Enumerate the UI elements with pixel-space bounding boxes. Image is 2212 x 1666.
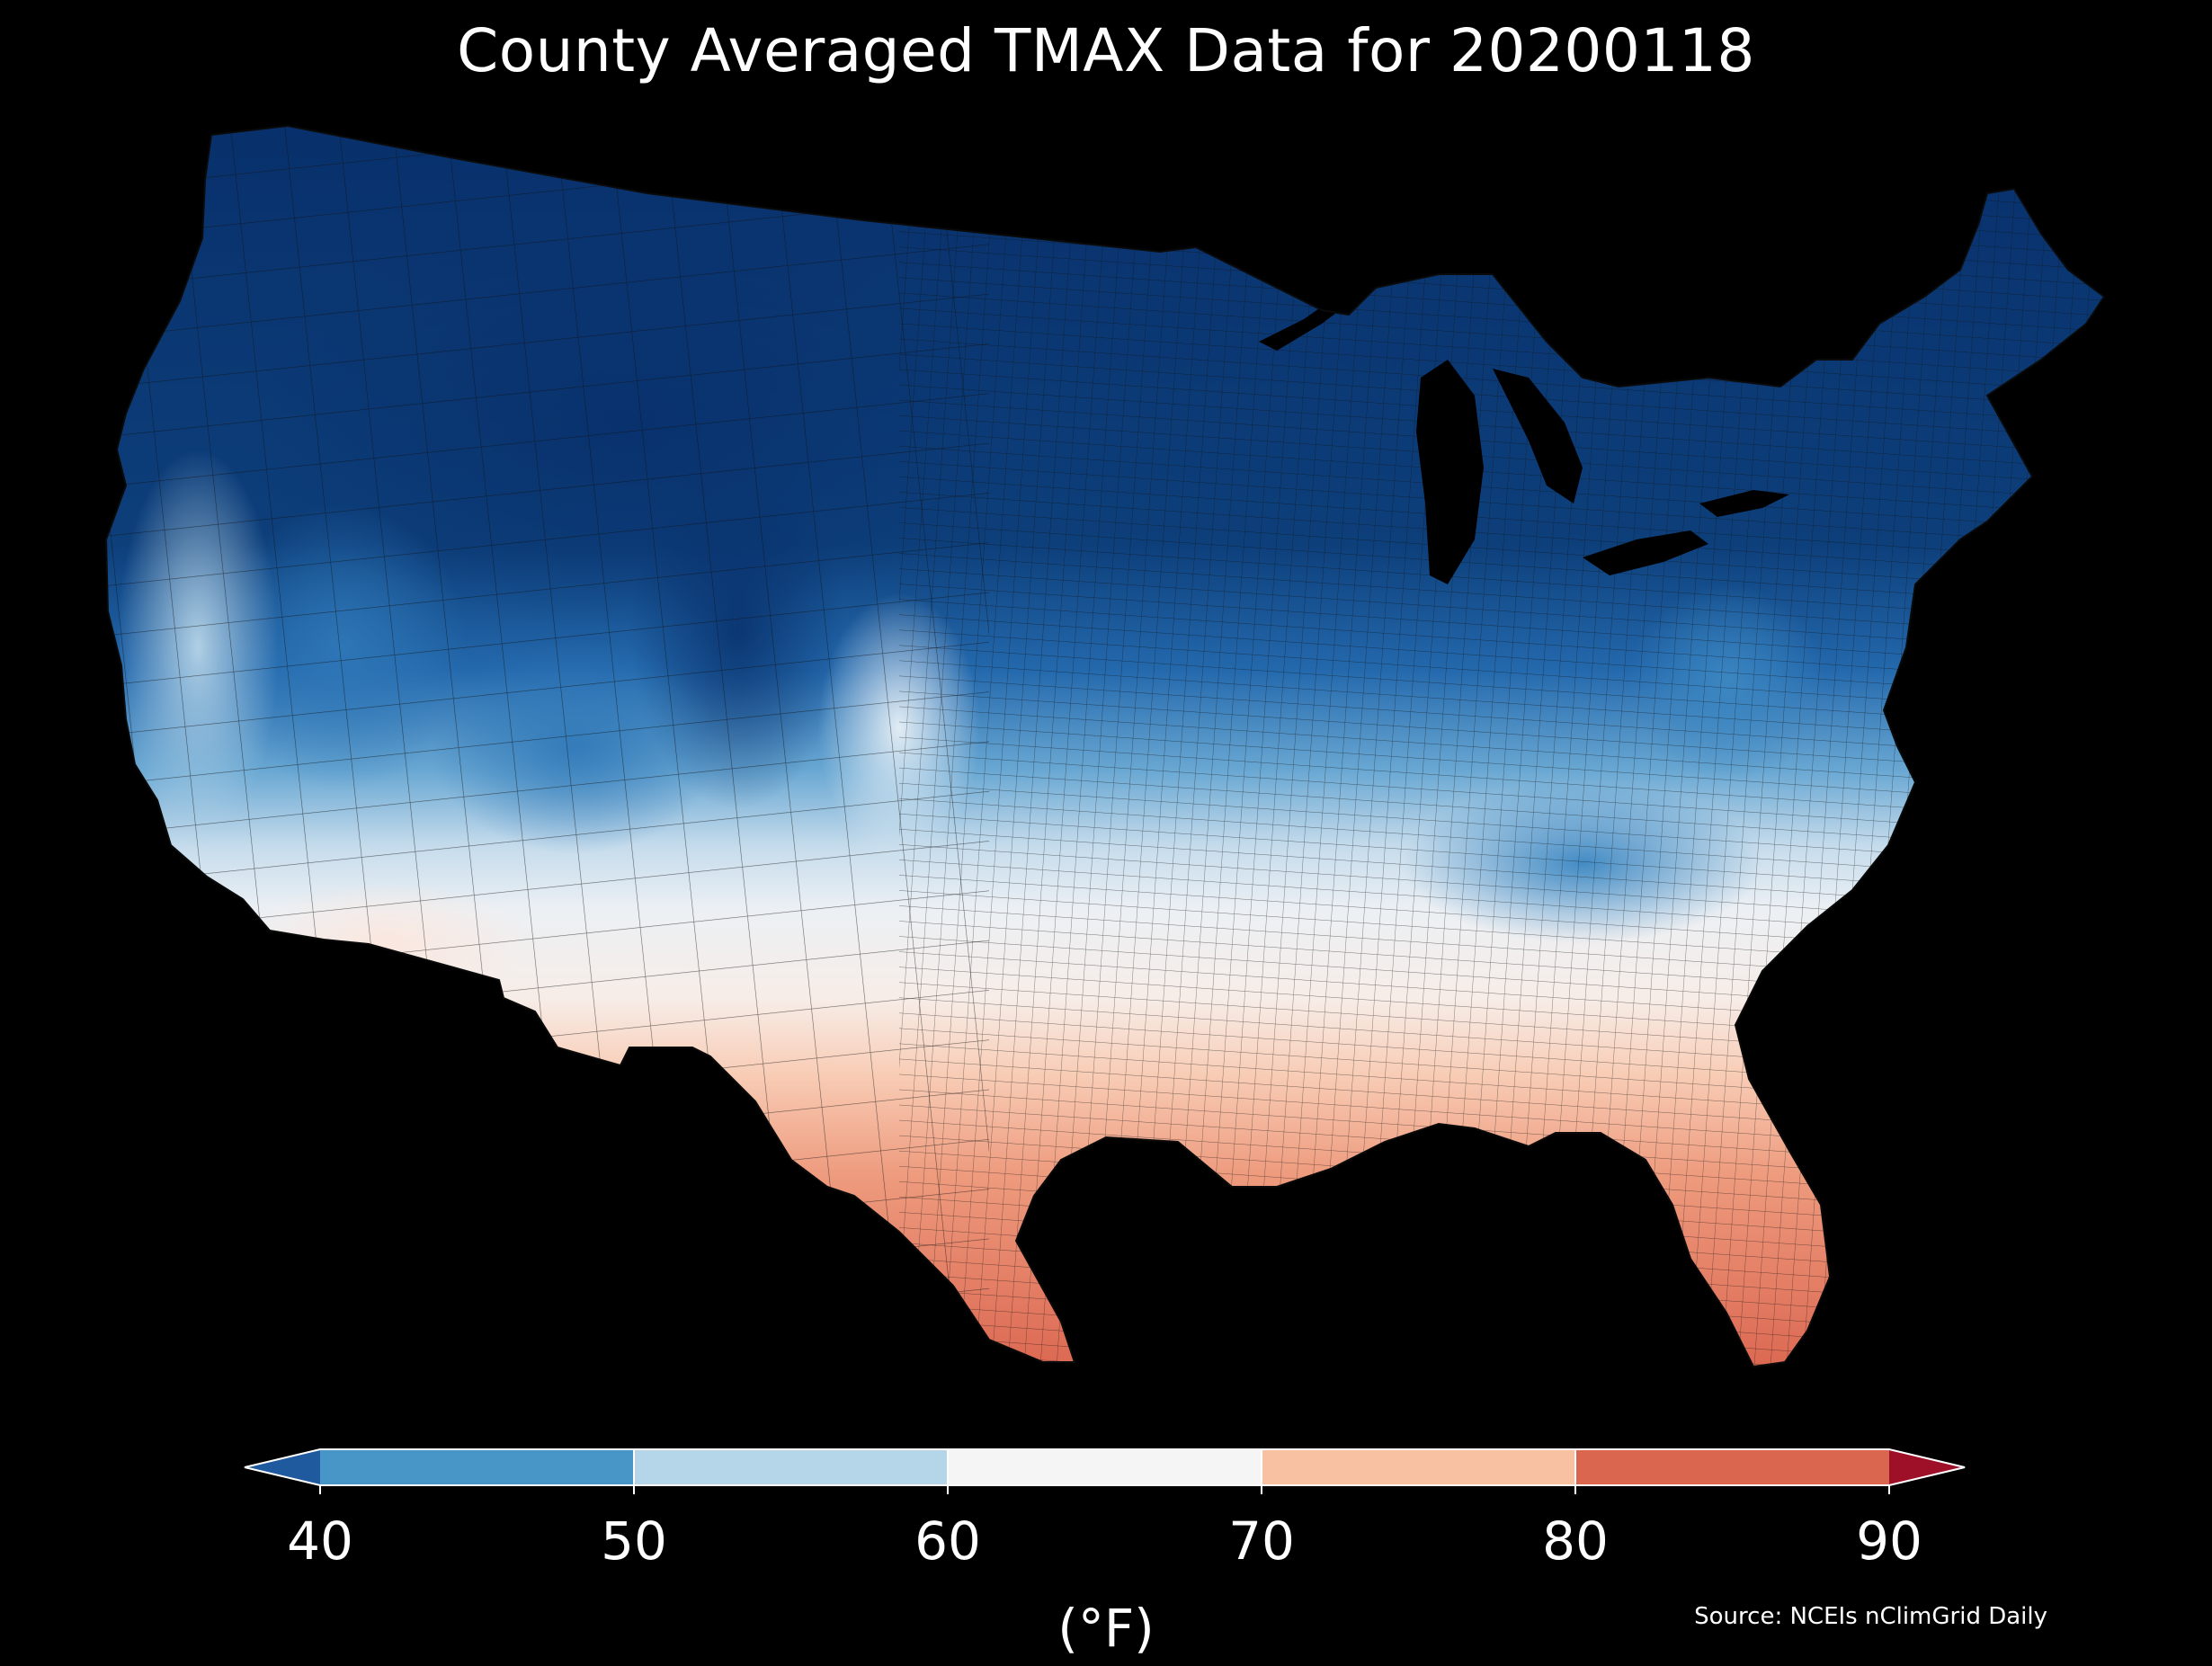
colorbar-bin-40-50 [320,1449,634,1485]
source-credit: Source: NCEIs nClimGrid Daily [1694,1603,2047,1630]
colorbar-extend-low [245,1449,320,1485]
colorbar-bin-60-70 [948,1449,1262,1485]
colorbar-tick-90: 90 [1856,1510,1922,1572]
colorbar-tick-80: 80 [1542,1510,1609,1572]
colorbar-extend-high [1889,1449,1965,1485]
colorbar-bin-80-90 [1575,1449,1889,1485]
colorbar-tick-70: 70 [1228,1510,1295,1572]
great-lakes [1259,270,1789,584]
map-title: County Averaged TMAX Data for 20200118 [457,16,1755,85]
colorbar-tick-40: 40 [287,1510,353,1572]
colorbar-bin-50-60 [634,1449,948,1485]
colorbar-tick-60: 60 [914,1510,981,1572]
colorbar-tick-50: 50 [601,1510,667,1572]
colorbar-bin-70-80 [1262,1449,1575,1485]
colorbar-unit-label: (°F) [1057,1598,1155,1659]
